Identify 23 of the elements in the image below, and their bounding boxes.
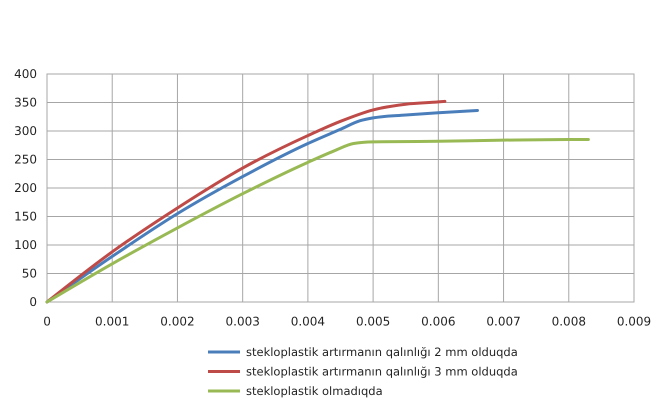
y-tick-label: 300 (14, 124, 37, 138)
y-tick-label: 150 (14, 209, 37, 224)
y-tick-label: 250 (14, 152, 37, 166)
y-tick-label: 50 (22, 266, 37, 280)
x-tick-label: 0.005 (356, 314, 390, 329)
x-tick-label: 0.009 (616, 314, 652, 329)
x-tick-label: 0 (43, 314, 51, 329)
legend-label: stekloplastik olmadıqda (246, 384, 383, 398)
x-tick-label: 0.004 (290, 314, 326, 329)
x-tick-label: 0.002 (160, 314, 195, 329)
x-tick-label: 0.008 (552, 314, 586, 329)
legend-label: stekloplastik artırmanın qalınlığı 2 mm olduqda (246, 345, 518, 360)
x-tick-label: 0.006 (421, 314, 456, 329)
x-tick-label: 0.007 (486, 314, 521, 329)
y-tick-label: 350 (14, 95, 37, 110)
y-tick-label: 0 (29, 294, 37, 309)
x-tick-label: 0.003 (225, 314, 260, 329)
y-tick-label: 400 (14, 66, 37, 81)
y-tick-label: 100 (14, 238, 37, 252)
x-tick-label: 0.001 (95, 314, 130, 329)
legend-label: stekloplastik artırmanın qalınlığı 3 mm olduqda (246, 364, 518, 379)
y-tick-label: 200 (14, 180, 37, 195)
line-series (46, 138, 590, 304)
